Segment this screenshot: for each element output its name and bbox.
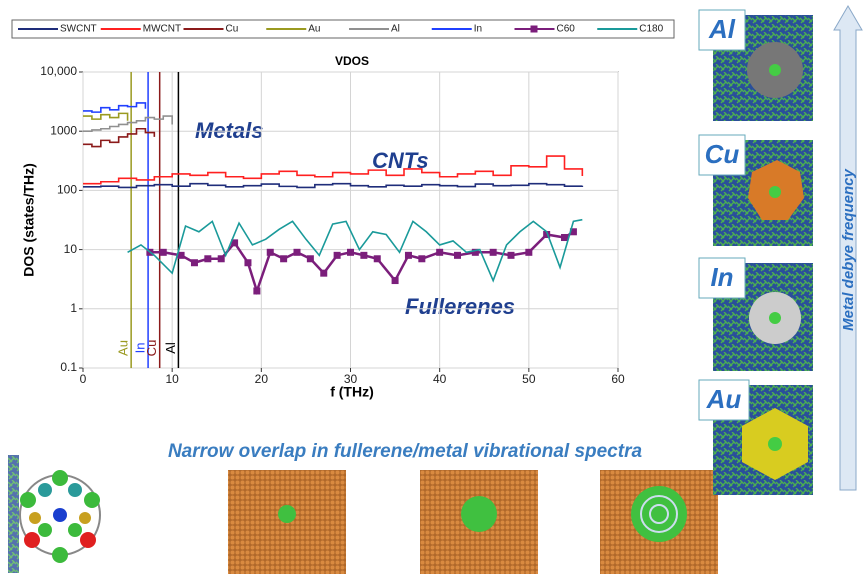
y-axis-label: DOS (states/THz)	[21, 163, 37, 277]
point	[405, 252, 412, 259]
arrow-label: Metal debye frequency	[840, 168, 857, 330]
series-line	[83, 156, 582, 184]
point	[508, 252, 515, 259]
y-tick-label: 10,000	[40, 64, 77, 78]
point	[418, 255, 425, 262]
point	[360, 252, 367, 259]
x-tick-label: 40	[433, 372, 447, 386]
y-tick-label: 0.1	[60, 360, 77, 374]
legend-label: MWCNT	[143, 24, 181, 35]
point	[204, 255, 211, 262]
point	[320, 270, 327, 277]
series-line	[83, 103, 145, 112]
point	[347, 249, 354, 256]
y-tick-label: 1000	[50, 123, 77, 137]
side-label: Cu	[705, 139, 740, 169]
point	[525, 249, 532, 256]
x-tick-label: 20	[255, 372, 269, 386]
lattice-image	[228, 470, 718, 574]
legend-label: C180	[639, 24, 663, 35]
legend-label: Au	[308, 24, 320, 35]
legend-label: C60	[557, 24, 576, 35]
point	[218, 255, 225, 262]
chart: VDOS f (THz) DOS (states/THz) Metals CNT…	[12, 20, 674, 400]
point	[267, 249, 274, 256]
side-label: In	[710, 262, 733, 292]
point	[490, 249, 497, 256]
reference-label: Cu	[144, 340, 159, 357]
reference-label: Al	[163, 342, 178, 354]
chart-title: VDOS	[335, 54, 369, 68]
annotation: Fullerenes	[405, 294, 515, 319]
point	[253, 287, 260, 294]
side-panel: Al Cu In Au Metal debye frequency	[699, 6, 862, 495]
point	[191, 259, 198, 266]
legend-label: SWCNT	[60, 24, 97, 35]
point	[307, 255, 314, 262]
legend-label: Al	[391, 24, 400, 35]
series-line	[83, 184, 582, 188]
point	[436, 249, 443, 256]
point	[374, 255, 381, 262]
y-tick-label: 10	[64, 242, 78, 256]
y-tick-label: 1	[70, 301, 77, 315]
series-line	[83, 113, 128, 120]
point	[294, 249, 301, 256]
x-tick-label: 30	[344, 372, 358, 386]
caption: Narrow overlap in fullerene/metal vibrat…	[168, 441, 643, 462]
annotation: Metals	[195, 118, 263, 143]
x-tick-label: 60	[611, 372, 625, 386]
point	[561, 234, 568, 241]
reference-label: Au	[116, 340, 131, 356]
point	[280, 255, 287, 262]
x-tick-label: 50	[522, 372, 536, 386]
point	[454, 252, 461, 259]
point	[392, 277, 399, 284]
molecule-image	[8, 455, 100, 573]
point	[334, 252, 341, 259]
point	[244, 259, 251, 266]
y-tick-label: 100	[57, 183, 77, 197]
legend-label: In	[474, 24, 482, 35]
side-label: Au	[706, 384, 742, 414]
point	[160, 249, 167, 256]
legend-marker	[531, 26, 538, 33]
x-tick-label: 0	[80, 372, 87, 386]
x-tick-label: 10	[165, 372, 179, 386]
side-label: Al	[708, 14, 736, 44]
legend-label: Cu	[226, 24, 239, 35]
series-line	[128, 220, 583, 281]
figure: VDOS f (THz) DOS (states/THz) Metals CNT…	[0, 0, 867, 576]
